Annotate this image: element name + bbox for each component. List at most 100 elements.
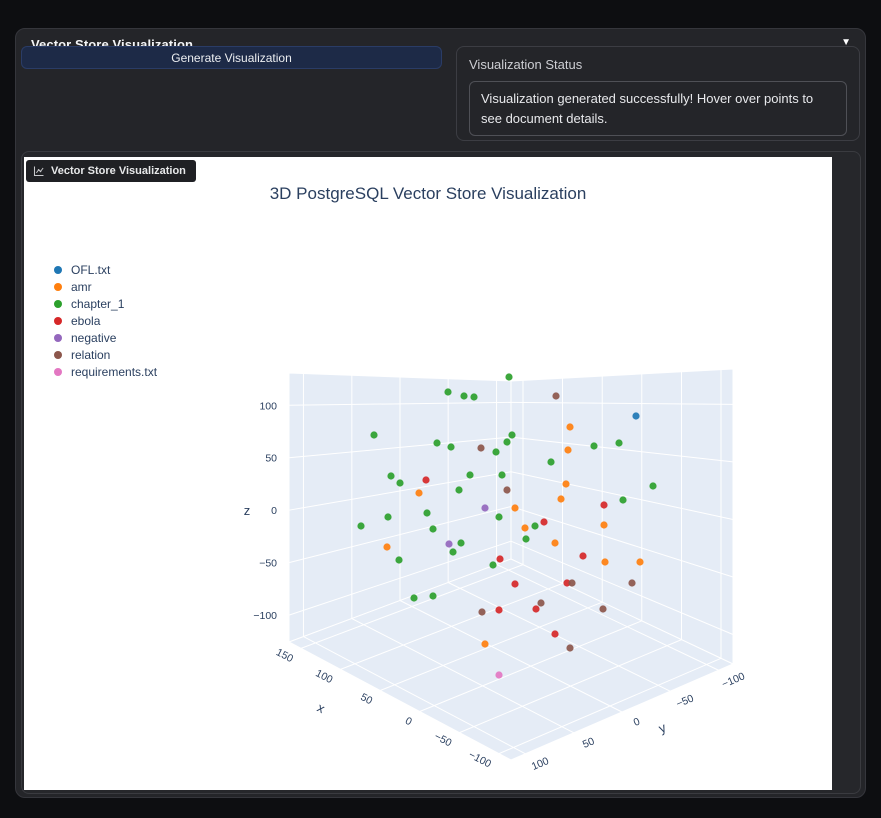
y-tick-label: 100 (530, 755, 551, 773)
data-point-amr[interactable] (557, 495, 565, 503)
data-point-chapter_1[interactable] (429, 525, 437, 533)
grid-line (496, 563, 719, 671)
data-point-relation[interactable] (628, 579, 636, 587)
data-point-ebola[interactable] (422, 476, 430, 484)
status-panel: Visualization Status Visualization gener… (456, 46, 860, 141)
data-point-amr[interactable] (564, 446, 572, 454)
data-point-ebola[interactable] (551, 630, 559, 638)
legend-label: chapter_1 (71, 296, 125, 311)
scatter3d-scene[interactable]: 100 50 0 −50 −100 150 100 50 0 −50 −100 100 50 0 −50 −1… (24, 157, 832, 790)
data-point-chapter_1[interactable] (429, 592, 437, 600)
plot-panel: Vector Store Visualization 3D PostgreSQL… (21, 151, 861, 794)
legend-item-amr[interactable]: amr (54, 278, 157, 295)
accordion-arrow-icon[interactable]: ▼ (841, 37, 851, 48)
legend-item-requirements.txt[interactable]: requirements.txt (54, 363, 157, 380)
data-point-relation[interactable] (503, 486, 511, 494)
data-point-chapter_1[interactable] (531, 522, 539, 530)
z-tick-label: 100 (259, 400, 277, 412)
data-point-chapter_1[interactable] (457, 539, 465, 547)
legend-swatch-icon (54, 367, 62, 376)
x-axis-title: x (315, 700, 328, 717)
data-point-ebola[interactable] (532, 605, 540, 613)
data-point-chapter_1[interactable] (649, 482, 657, 490)
plot-area[interactable]: Vector Store Visualization 3D PostgreSQL… (24, 157, 832, 790)
legend-item-relation[interactable]: relation (54, 346, 157, 363)
data-point-chapter_1[interactable] (410, 594, 418, 602)
data-point-chapter_1[interactable] (387, 472, 395, 480)
z-tick-label: 0 (271, 505, 277, 517)
data-point-chapter_1[interactable] (503, 438, 511, 446)
data-point-chapter_1[interactable] (444, 388, 452, 396)
data-point-chapter_1[interactable] (522, 535, 530, 543)
legend-item-negative[interactable]: negative (54, 329, 157, 346)
data-point-chapter_1[interactable] (495, 513, 503, 521)
data-point-OFL.txt[interactable] (632, 412, 640, 420)
grid-line (447, 582, 671, 692)
data-point-negative[interactable] (445, 540, 453, 548)
data-point-amr[interactable] (415, 489, 423, 497)
status-label: Visualization Status (469, 57, 583, 72)
data-point-chapter_1[interactable] (433, 439, 441, 447)
data-point-amr[interactable] (551, 539, 559, 547)
data-point-chapter_1[interactable] (357, 522, 365, 530)
data-point-relation[interactable] (566, 644, 574, 652)
legend-item-OFL.txt[interactable]: OFL.txt (54, 261, 157, 278)
data-point-relation[interactable] (478, 608, 486, 616)
data-point-chapter_1[interactable] (470, 393, 478, 401)
data-point-amr[interactable] (636, 558, 644, 566)
grid-line (498, 657, 722, 755)
data-point-chapter_1[interactable] (615, 439, 623, 447)
data-point-chapter_1[interactable] (498, 471, 506, 479)
data-point-amr[interactable] (601, 558, 609, 566)
data-point-ebola[interactable] (495, 606, 503, 614)
grid-line (303, 636, 526, 755)
data-point-ebola[interactable] (496, 555, 504, 563)
x-tick-label: −100 (467, 749, 494, 771)
data-point-relation[interactable] (552, 392, 560, 400)
data-point-amr[interactable] (566, 423, 574, 431)
data-point-requirements.txt[interactable] (495, 671, 503, 679)
data-point-chapter_1[interactable] (396, 479, 404, 487)
data-point-ebola[interactable] (579, 552, 587, 560)
data-point-amr[interactable] (562, 480, 570, 488)
data-point-amr[interactable] (511, 504, 519, 512)
data-point-ebola[interactable] (563, 579, 571, 587)
data-point-negative[interactable] (481, 504, 489, 512)
grid-line (510, 540, 734, 635)
data-point-chapter_1[interactable] (447, 443, 455, 451)
data-point-chapter_1[interactable] (370, 431, 378, 439)
data-point-chapter_1[interactable] (590, 442, 598, 450)
data-point-chapter_1[interactable] (460, 392, 468, 400)
data-point-ebola[interactable] (600, 501, 608, 509)
data-point-ebola[interactable] (540, 518, 548, 526)
legend-item-chapter_1[interactable]: chapter_1 (54, 295, 157, 312)
y-tick-label: −100 (720, 670, 747, 690)
data-point-amr[interactable] (600, 521, 608, 529)
legend-label: negative (71, 330, 117, 345)
data-point-chapter_1[interactable] (619, 496, 627, 504)
data-point-relation[interactable] (477, 444, 485, 452)
data-point-relation[interactable] (537, 599, 545, 607)
data-point-amr[interactable] (521, 524, 529, 532)
data-point-chapter_1[interactable] (384, 513, 392, 521)
data-point-relation[interactable] (599, 605, 607, 613)
data-point-ebola[interactable] (511, 580, 519, 588)
z-tick-label: −100 (253, 610, 277, 622)
data-point-chapter_1[interactable] (547, 458, 555, 466)
chart-title: 3D PostgreSQL Vector Store Visualization (269, 184, 587, 203)
data-point-chapter_1[interactable] (455, 486, 463, 494)
data-point-chapter_1[interactable] (449, 548, 457, 556)
generate-visualization-button[interactable]: Generate Visualization (21, 46, 442, 69)
data-point-chapter_1[interactable] (505, 373, 513, 381)
z-tick-label: −50 (259, 558, 277, 570)
data-point-relation[interactable] (568, 579, 576, 587)
data-point-amr[interactable] (481, 640, 489, 648)
data-point-chapter_1[interactable] (395, 556, 403, 564)
data-point-chapter_1[interactable] (489, 561, 497, 569)
data-point-chapter_1[interactable] (423, 509, 431, 517)
data-point-chapter_1[interactable] (508, 431, 516, 439)
data-point-chapter_1[interactable] (492, 448, 500, 456)
data-point-amr[interactable] (383, 543, 391, 551)
legend-item-ebola[interactable]: ebola (54, 312, 157, 329)
data-point-chapter_1[interactable] (466, 471, 474, 479)
